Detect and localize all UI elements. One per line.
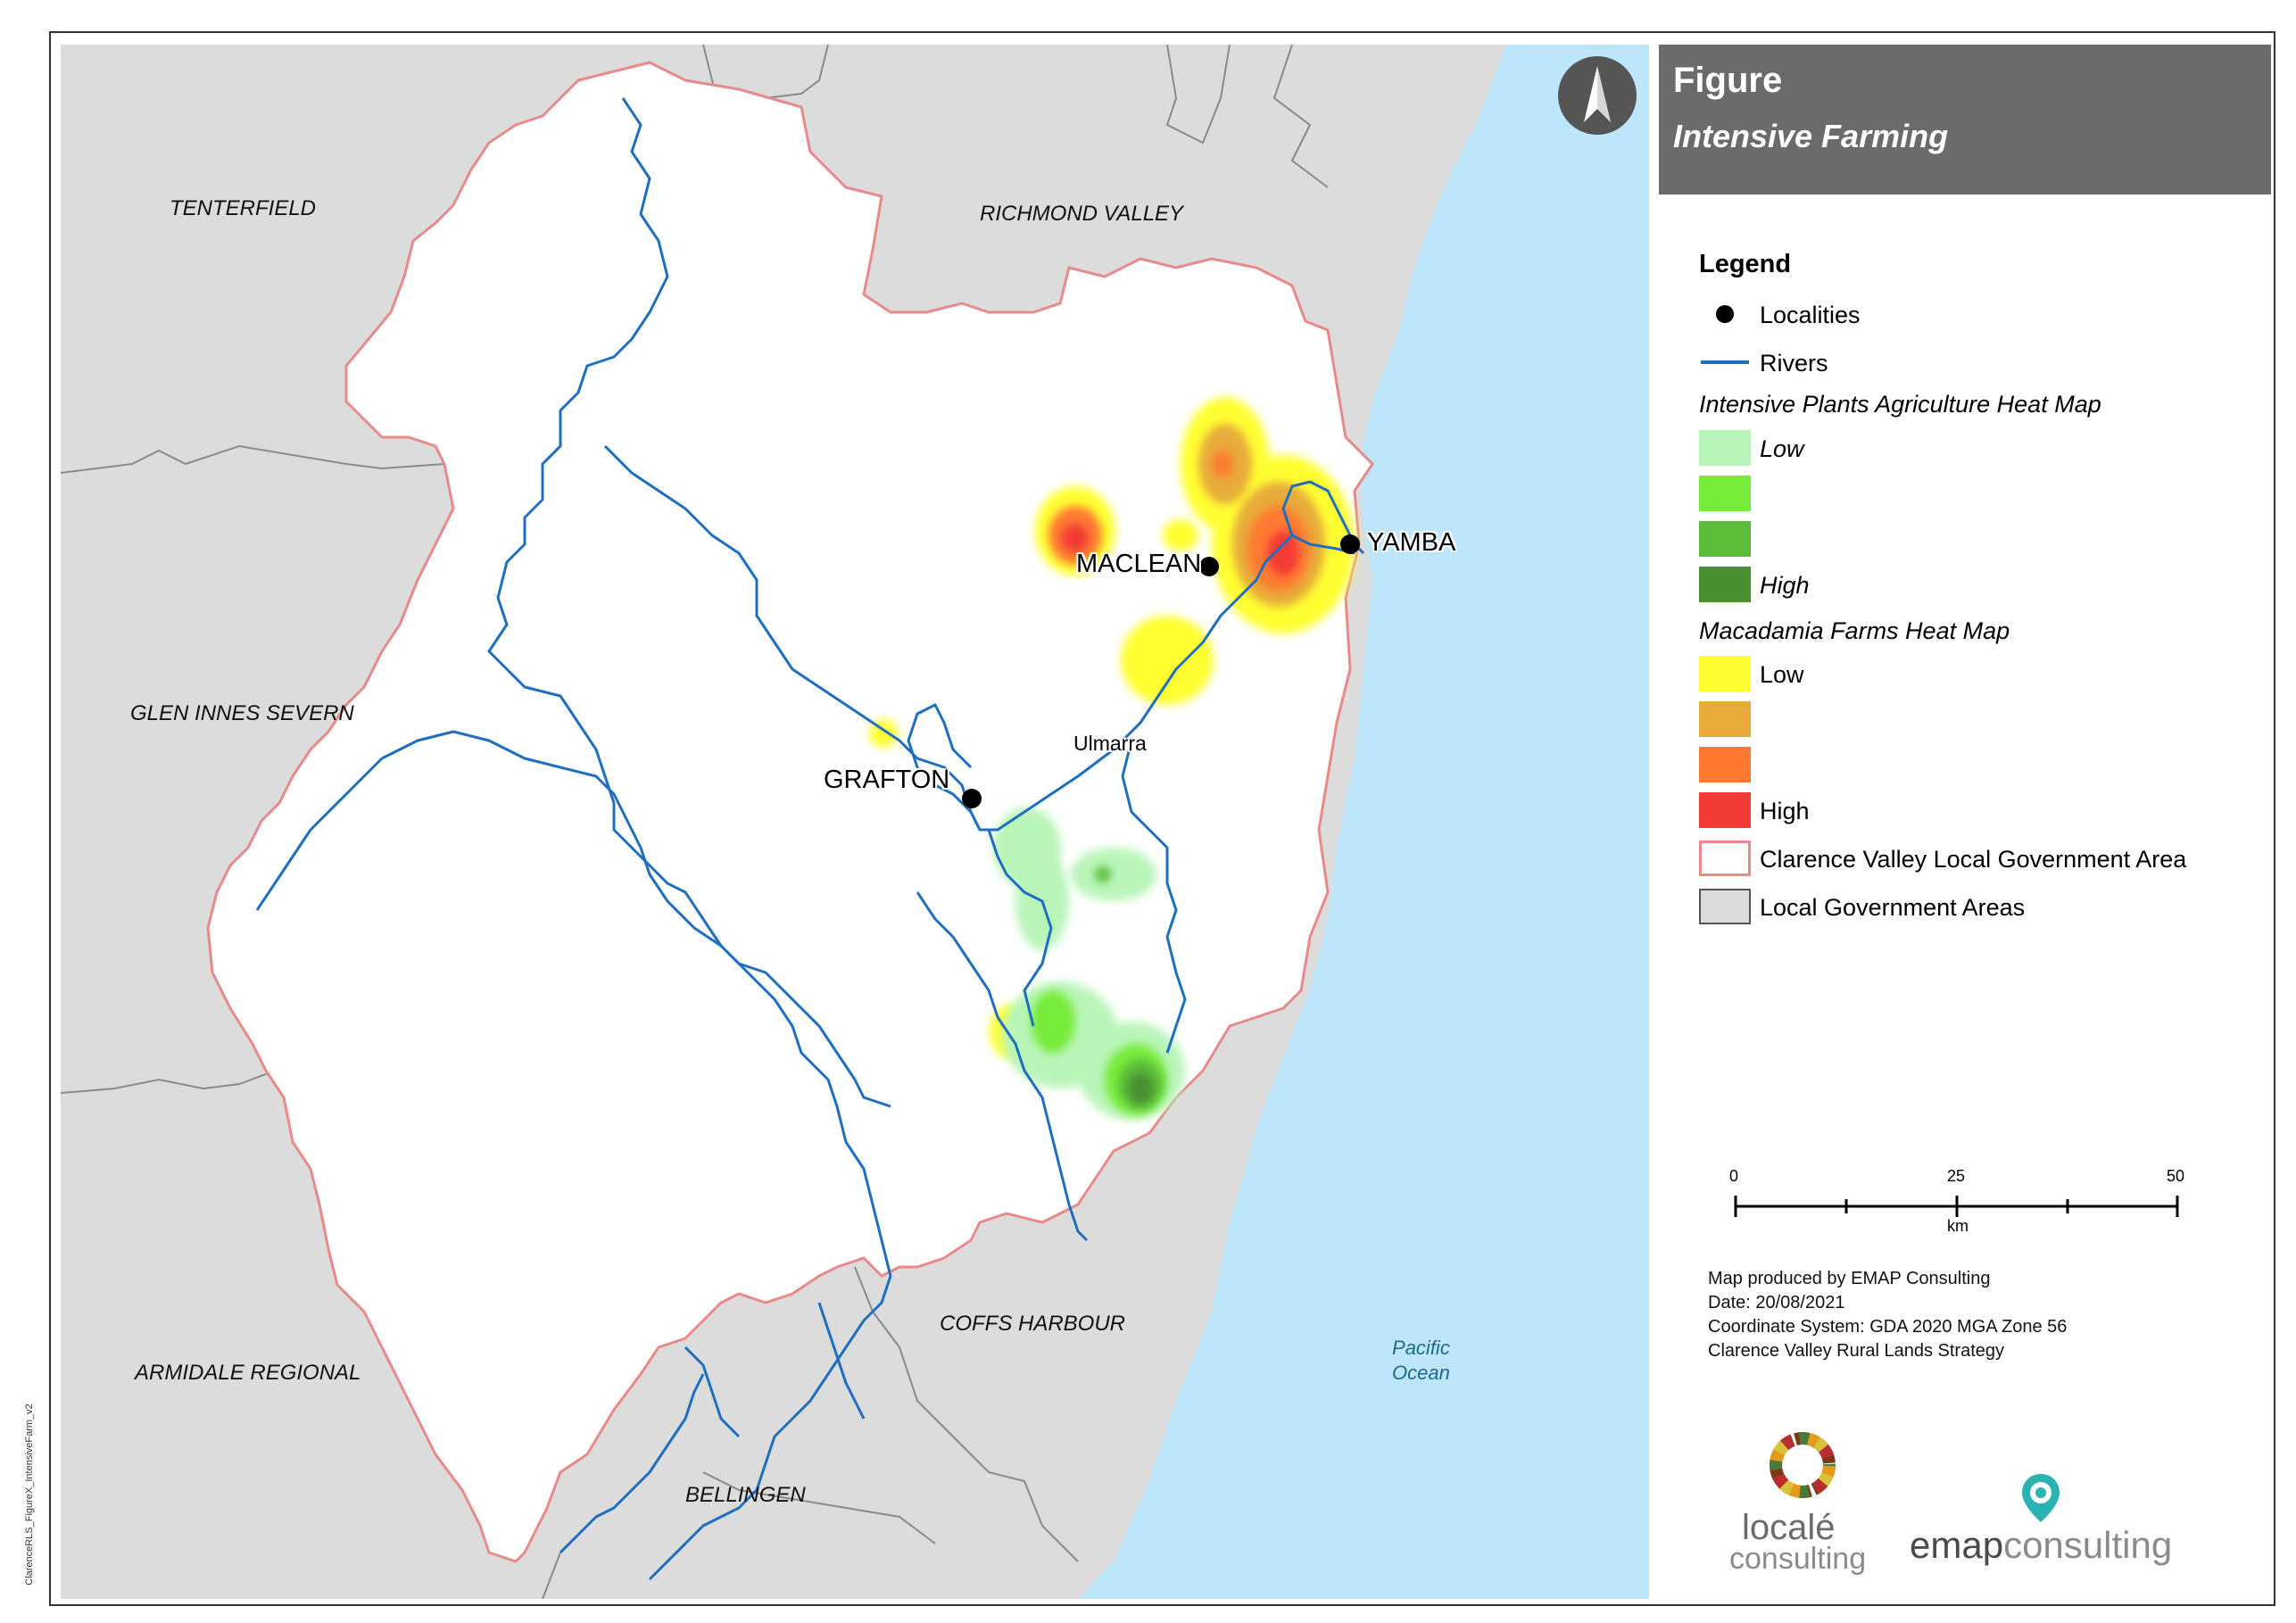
legend-row-macadamia-3 (1699, 747, 2270, 786)
legend-row-rivers: Rivers (1699, 344, 2270, 384)
figure-subtitle: Intensive Farming (1673, 118, 1949, 154)
credits-producer: Map produced by EMAP Consulting (1708, 1269, 1991, 1288)
locality-label-grafton: GRAFTON (824, 766, 950, 794)
legend-label-localities: Localities (1760, 302, 1861, 328)
legend-heading-macadamia: Macadamia Farms Heat Map (1699, 617, 2010, 644)
plants-swatch-3 (1699, 521, 1751, 557)
file-name-text: ClarenceRLS_FigureX_IntensiveFarm_v2 (24, 1404, 35, 1586)
legend-label-macadamia-high: High (1760, 798, 1810, 824)
legend-row-localities: Localities (1699, 296, 2270, 335)
legend-row-plants-3 (1699, 521, 2270, 560)
credits-project: Clarence Valley Rural Lands Strategy (1708, 1341, 2005, 1361)
scale-unit: km (1947, 1217, 1969, 1235)
lga-label-tenterfield: TENTERFIELD (170, 196, 317, 220)
legend-label-rivers: Rivers (1760, 350, 1828, 377)
locale-consulting-logo: localé consulting (1722, 1428, 1883, 1579)
legend-title: Legend (1699, 250, 1792, 278)
legend-row-macadamia-4: High (1699, 792, 2270, 832)
clarence-lga-swatch (1699, 840, 1751, 876)
river-line-icon (1701, 360, 1749, 364)
lga-label-richmond-valley: RICHMOND VALLEY (980, 202, 1184, 226)
macadamia-swatch-4 (1699, 792, 1751, 828)
legend-row-clarence-lga: Clarence Valley Local Government Area (1699, 840, 2270, 880)
ocean-label-line1: Pacific (1392, 1337, 1450, 1359)
scale-tick-0: 0 (1729, 1167, 1739, 1185)
legend-label-macadamia-low: Low (1760, 661, 1804, 688)
locality-label-maclean: MACLEAN (1076, 550, 1202, 578)
ocean-label-line2: Ocean (1392, 1362, 1450, 1384)
locale-logo-line2: consulting (1729, 1542, 1867, 1576)
credits-date: Date: 20/08/2021 (1708, 1293, 1845, 1312)
map-canvas[interactable]: TENTERFIELD RICHMOND VALLEY GLEN INNES S… (61, 45, 1649, 1599)
map-pin-icon (2022, 1474, 2060, 1522)
legend-row-plants-2 (1699, 476, 2270, 515)
title-box: Figure Intensive Farming (1659, 45, 2271, 195)
map-credits: Map produced by EMAP Consulting Date: 20… (1708, 1267, 2067, 1363)
map-svg (61, 45, 1649, 1599)
legend-label-plants-high: High (1760, 572, 1810, 599)
scale-tick-25: 25 (1947, 1167, 1966, 1185)
scale-tick-50: 50 (2167, 1167, 2185, 1185)
figure-title: Figure (1673, 61, 1783, 100)
locality-dots (962, 534, 1360, 808)
legend-row-plants-4: High (1699, 567, 2270, 606)
north-arrow-icon (1558, 56, 1637, 135)
legend-row-macadamia-1: Low (1699, 656, 2270, 695)
lga-label-bellingen: BELLINGEN (685, 1483, 806, 1507)
emap-consulting-logo: emapconsulting (1910, 1472, 2177, 1579)
plants-heatmap (993, 807, 1185, 1120)
legend-label-lgas: Local Government Areas (1760, 894, 2026, 921)
lga-label-glen-innes-severn: GLEN INNES SEVERN (130, 701, 354, 725)
scale-bar: 0 25 50 km (1720, 1160, 2184, 1240)
lga-label-coffs-harbour: COFFS HARBOUR (940, 1312, 1126, 1336)
locality-label-yamba: YAMBA (1367, 528, 1456, 557)
macadamia-swatch-1 (1699, 656, 1751, 691)
plants-swatch-1 (1699, 430, 1751, 466)
emap-logo-part1: emap (1910, 1524, 2004, 1566)
macadamia-swatch-2 (1699, 701, 1751, 737)
clarence-valley-lga (206, 61, 1374, 1563)
file-name-note: ClarenceRLS_FigureX_IntensiveFarm_v2 (20, 1392, 39, 1597)
locale-ring-icon (1770, 1432, 1836, 1498)
ocean (1078, 45, 1649, 1599)
scale-bar-graphic (1734, 1196, 2179, 1217)
legend-row-plants-1: Low (1699, 430, 2270, 469)
plants-swatch-4 (1699, 567, 1751, 602)
locale-logo-line1: localé (1742, 1508, 1836, 1547)
macadamia-swatch-3 (1699, 747, 1751, 783)
emap-logo-part2: consulting (2003, 1524, 2173, 1566)
legend-label-clarence-lga: Clarence Valley Local Government Area (1760, 846, 2187, 873)
lga-swatch (1699, 889, 1751, 924)
credits-coordinate-system: Coordinate System: GDA 2020 MGA Zone 56 (1708, 1317, 2068, 1337)
map-frame (49, 31, 2275, 1606)
lga-label-armidale-regional: ARMIDALE REGIONAL (135, 1361, 361, 1385)
plants-swatch-2 (1699, 476, 1751, 511)
rivers (255, 97, 1365, 1581)
ocean-label: Pacific Ocean (1392, 1336, 1450, 1386)
legend-label-plants-low: Low (1760, 435, 1804, 462)
legend-heading-plants: Intensive Plants Agriculture Heat Map (1699, 391, 2101, 418)
locality-label-ulmarra: Ulmarra (1073, 732, 1147, 755)
legend-row-macadamia-2 (1699, 701, 2270, 741)
legend-row-lgas: Local Government Areas (1699, 889, 2270, 928)
locality-dot-icon (1716, 305, 1734, 323)
